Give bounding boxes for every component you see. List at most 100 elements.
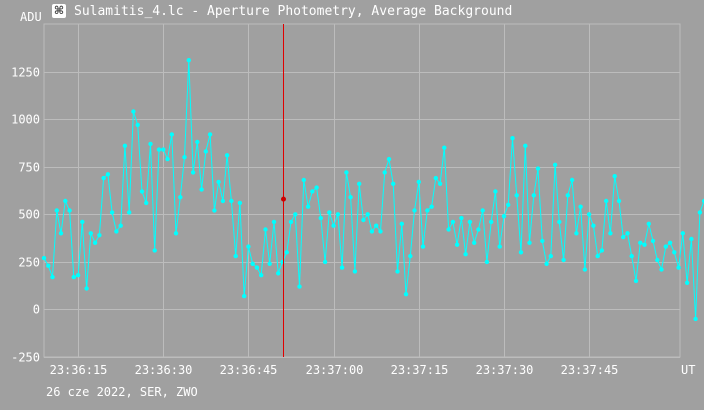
x-tick-label: 23:37:30 (476, 363, 534, 377)
app-icon[interactable]: ⌘ (52, 4, 66, 18)
window-title: Sulamitis_4.lc - Aperture Photometry, Av… (74, 4, 513, 19)
x-tick-label: 23:36:45 (220, 363, 278, 377)
cursor-point (281, 196, 286, 202)
data-point (80, 219, 85, 225)
data-point (621, 234, 626, 240)
data-point (638, 240, 643, 245)
x-tick-label: 23:37:15 (391, 363, 449, 377)
data-point (480, 208, 485, 213)
data-point (169, 132, 174, 137)
data-point (118, 223, 123, 228)
data-point (288, 219, 294, 225)
data-point (352, 269, 358, 274)
data-point (242, 293, 247, 299)
data-point (386, 156, 392, 162)
data-point (476, 227, 481, 232)
data-point (161, 147, 166, 152)
data-point (433, 175, 438, 181)
data-point (109, 210, 115, 215)
data-point (591, 223, 596, 228)
data-point (374, 223, 379, 228)
data-point (75, 273, 81, 278)
x-tick-label: 23:37:00 (306, 363, 364, 377)
data-point (395, 269, 400, 274)
data-point (548, 253, 553, 259)
data-point (693, 316, 698, 322)
data-point (305, 204, 311, 209)
data-point (280, 259, 285, 265)
series-line (43, 60, 704, 319)
data-point (216, 179, 221, 185)
data-point (199, 187, 204, 192)
data-point (156, 147, 162, 152)
data-point (267, 261, 272, 266)
grid-layer (43, 23, 681, 358)
series-layer (41, 58, 704, 322)
y-tick-label: -250 (11, 351, 40, 365)
data-point (344, 170, 349, 175)
data-point (139, 189, 145, 194)
data-point (178, 195, 183, 200)
data-point (416, 179, 421, 185)
cursor-layer[interactable] (281, 24, 286, 357)
data-point (540, 238, 545, 244)
data-point (293, 212, 298, 217)
data-point (335, 212, 341, 217)
data-point (254, 265, 260, 270)
data-point (148, 141, 153, 147)
data-point (92, 240, 98, 245)
data-point (190, 170, 196, 175)
y-tick-label: 750 (18, 161, 40, 175)
data-point (684, 280, 690, 285)
data-point (127, 210, 132, 215)
data-point (506, 202, 511, 207)
data-point (531, 193, 536, 198)
x-tick-label: 23:37:45 (561, 363, 619, 377)
data-point (557, 219, 562, 225)
data-point (697, 210, 703, 215)
data-point (186, 58, 191, 63)
data-point (672, 250, 677, 255)
data-point (365, 212, 370, 217)
data-point (472, 240, 477, 245)
data-point (271, 219, 277, 225)
plot-frame (43, 23, 681, 358)
data-point (135, 122, 140, 128)
data-point (46, 263, 51, 268)
data-point (633, 278, 639, 284)
data-point (459, 215, 464, 221)
data-point (608, 231, 613, 236)
data-point (301, 177, 306, 183)
data-point (625, 231, 630, 236)
data-point (667, 240, 673, 245)
x-tick-label: 23:36:15 (50, 363, 108, 377)
data-point (182, 155, 187, 160)
data-point (565, 193, 570, 198)
data-point (586, 212, 592, 217)
data-point (382, 170, 387, 175)
data-point (318, 215, 323, 221)
data-point (676, 265, 681, 270)
data-point (41, 255, 47, 261)
data-point (437, 181, 443, 186)
data-point (680, 231, 685, 236)
y-axis-label: ADU (20, 10, 42, 24)
data-point (642, 242, 647, 247)
y-tick-label: 1250 (11, 66, 40, 80)
data-point (518, 250, 524, 255)
title-bar: ⌘ Sulamitis_4.lc - Aperture Photometry, … (0, 0, 704, 24)
data-point (493, 189, 498, 194)
y-tick-label: 0 (33, 303, 40, 317)
data-point (97, 233, 102, 238)
data-point (420, 244, 426, 249)
data-point (63, 198, 68, 204)
data-point (165, 156, 170, 162)
data-point (331, 223, 336, 228)
data-point (322, 259, 328, 265)
data-point (327, 210, 332, 215)
data-point (655, 257, 660, 263)
data-point (463, 252, 468, 257)
data-point (88, 231, 94, 236)
data-point (629, 253, 634, 259)
